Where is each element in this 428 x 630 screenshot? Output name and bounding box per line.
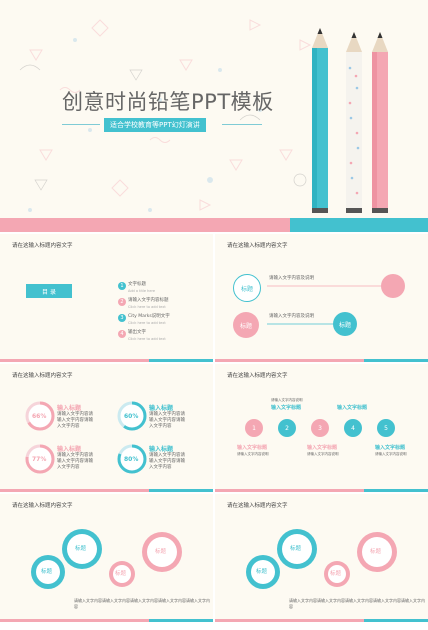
percent-desc-3: 请输入文字内容请输入文字内容请输入文字内容 xyxy=(57,453,93,470)
flow-connectors xyxy=(267,285,385,325)
agenda-title-4: 输出文字 xyxy=(128,330,146,335)
agenda-num-1: 1 xyxy=(118,282,126,290)
hero-bottom-bar xyxy=(0,218,428,232)
gear-label-4: 标题 xyxy=(370,549,382,555)
step-5: 5 xyxy=(377,419,395,437)
gear-label-3: 标题 xyxy=(330,571,342,577)
percent-title-2: 输入标题 xyxy=(149,405,174,412)
slide-bottom-bar xyxy=(215,359,428,362)
gears-caption: 请输入文字内容请输入文字内容请输入文字内容请输入文字内容请输入文字内容 xyxy=(74,598,210,609)
percent-desc-2: 请输入文字内容请输入文字内容请输入文字内容 xyxy=(149,412,185,429)
slide-bottom-bar xyxy=(0,619,213,622)
gear-label-2: 标题 xyxy=(290,546,302,552)
pencils-illustration xyxy=(312,28,388,213)
agenda-title-1: 文字标题 xyxy=(128,282,146,287)
slide-header: 请在这输入标题内容文字 xyxy=(227,243,288,249)
pink-pencil xyxy=(372,32,388,213)
steps-slide[interactable]: 请在这输入标题内容文字 1 2 3 4 5 输入文字标题 请输入文字内容说明 输… xyxy=(215,364,428,492)
step-text-bottom-1: 请输入文字内容说明 xyxy=(237,452,269,456)
percent-value-4: 80% xyxy=(124,456,139,463)
agenda-desc-1: Add a title here xyxy=(128,289,155,293)
hero-slide[interactable]: 创意时尚铅笔PPT模板 适合学校教育等PPT幻灯演讲 xyxy=(0,0,428,232)
percent-title-3: 输入标题 xyxy=(57,446,82,453)
slide-bottom-bar xyxy=(215,489,428,492)
slide-bottom-bar xyxy=(0,359,213,362)
gear-label-3: 标题 xyxy=(115,571,127,577)
step-text-bottom-2: 请输入文字内容说明 xyxy=(307,452,339,456)
agenda-title-2: 请输入文字内容标题 xyxy=(128,298,169,303)
gear-label-1: 标题 xyxy=(256,569,268,575)
gear-label-1: 标题 xyxy=(41,569,53,575)
agenda-num-2: 2 xyxy=(118,298,126,306)
step-2: 2 xyxy=(278,419,296,437)
percent-desc-4: 请输入文字内容请输入文字内容请输入文字内容 xyxy=(149,453,185,470)
flow-node-3: 标题 xyxy=(233,312,259,338)
step-label-top-1: 输入文字标题 xyxy=(271,405,302,411)
slide-header: 请在这输入标题内容文字 xyxy=(12,243,73,249)
gears-illustration xyxy=(246,529,397,589)
agenda-num-4: 4 xyxy=(118,330,126,338)
step-text-bottom-3: 请输入文字内容说明 xyxy=(375,452,407,456)
gear-label-4: 标题 xyxy=(155,549,167,555)
slide-header: 请在这输入标题内容文字 xyxy=(227,373,288,379)
hero-title: 创意时尚铅笔PPT模板 xyxy=(62,90,274,114)
flow-slide[interactable]: 请在这输入标题内容文字 标题 请输入文字内容及说明 标题 请输入文字内容及说明 … xyxy=(215,234,428,362)
percent-title-4: 输入标题 xyxy=(149,446,174,453)
percent-value-3: 77% xyxy=(32,456,47,463)
slide-header: 请在这输入标题内容文字 xyxy=(12,503,73,509)
percent-rings xyxy=(25,401,147,474)
flow-text-1: 请输入文字内容及说明 xyxy=(269,276,314,281)
step-label-bottom-3: 输入文字标题 xyxy=(375,445,406,451)
slide-bottom-bar xyxy=(215,619,428,622)
step-text-top-1: 请输入文字内容说明 xyxy=(271,398,303,402)
flow-node-4: 标题 xyxy=(333,312,357,336)
percent-value-2: 60% xyxy=(124,413,139,420)
blue-pencil xyxy=(312,28,328,213)
percent-slide[interactable]: 请在这输入标题内容文字 66% 输入标题 请输入文字内容请输入文字内容请输入文字… xyxy=(0,364,213,492)
doodle-pattern xyxy=(19,19,312,212)
agenda-desc-4: Click here to add text xyxy=(128,337,166,341)
gears-slide-1[interactable]: 请在这输入标题内容文字 标题 标题 标题 标题 请输入文字内容请输入文字内容请输… xyxy=(0,494,213,622)
step-4: 4 xyxy=(344,419,362,437)
step-1: 1 xyxy=(245,419,263,437)
step-label-bottom-1: 输入文字标题 xyxy=(237,445,268,451)
agenda-desc-2: Click here to add text xyxy=(128,305,166,309)
slide-header: 请在这输入标题内容文字 xyxy=(227,503,288,509)
slide-bottom-bar xyxy=(0,489,213,492)
gears-caption: 请输入文字内容请输入文字内容请输入文字内容请输入文字内容请输入文字内容 xyxy=(289,598,425,609)
gears-slide-2[interactable]: 请在这输入标题内容文字 标题 标题 标题 标题 请输入文字内容请输入文字内容请输… xyxy=(215,494,428,622)
agenda-desc-3: Click here to add text xyxy=(128,321,166,325)
flow-node-2 xyxy=(381,274,405,298)
hero-subtitle: 适合学校教育等PPT幻灯演讲 xyxy=(104,118,206,132)
step-3: 3 xyxy=(311,419,329,437)
divider-right xyxy=(222,124,262,125)
step-label-bottom-2: 输入文字标题 xyxy=(307,445,338,451)
gears-illustration xyxy=(31,529,182,589)
percent-value-1: 66% xyxy=(32,413,47,420)
white-pencil xyxy=(346,32,362,213)
agenda-label: 目 录 xyxy=(26,284,72,298)
divider-left xyxy=(62,124,100,125)
agenda-title-3: City Marks说明文字 xyxy=(128,314,170,319)
agenda-num-3: 3 xyxy=(118,314,126,322)
flow-text-2: 请输入文字内容及说明 xyxy=(269,314,314,319)
percent-desc-1: 请输入文字内容请输入文字内容请输入文字内容 xyxy=(57,412,93,429)
flow-node-1: 标题 xyxy=(233,274,261,302)
agenda-slide[interactable]: 请在这输入标题内容文字 目 录 1 文字标题 Add a title here … xyxy=(0,234,213,362)
gear-label-2: 标题 xyxy=(75,546,87,552)
slide-header: 请在这输入标题内容文字 xyxy=(12,373,73,379)
percent-title-1: 输入标题 xyxy=(57,405,82,412)
step-label-top-2: 输入文字标题 xyxy=(337,405,368,411)
